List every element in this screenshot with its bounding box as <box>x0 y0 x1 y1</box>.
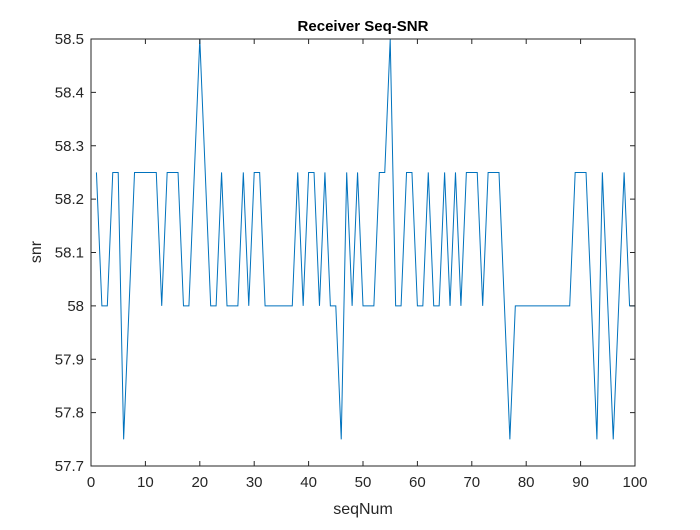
tick-layer: 0 10 20 30 40 50 60 70 80 90 100 57.7 57.8 57.9 58 58.1… <box>55 31 648 491</box>
y-tick-label: 58 <box>67 298 84 315</box>
y-tick-label: 58.1 <box>55 245 84 262</box>
y-axis-title: snr <box>28 240 45 263</box>
y-tick-label: 57.9 <box>55 351 84 368</box>
x-tick-label: 30 <box>246 474 263 491</box>
series-layer <box>95 38 635 440</box>
y-tick-label: 57.8 <box>55 405 84 422</box>
y-tick-label: 58.2 <box>55 191 84 208</box>
y-tick-label: 58.3 <box>55 138 84 155</box>
x-tick-label: 40 <box>300 474 317 491</box>
x-tick-label: 80 <box>518 474 535 491</box>
y-tick-label: 58.5 <box>55 31 84 48</box>
x-tick-label: 60 <box>409 474 426 491</box>
x-tick-label: 90 <box>572 474 589 491</box>
y-tick-label: 57.7 <box>55 458 84 475</box>
series-line-0 <box>95 38 635 440</box>
chart-title: Receiver Seq-SNR <box>298 18 429 35</box>
x-tick-label: 70 <box>463 474 480 491</box>
x-tick-label: 20 <box>191 474 208 491</box>
plot-frame <box>90 38 636 467</box>
x-tick-label: 0 <box>87 474 95 491</box>
x-tick-label: 10 <box>137 474 154 491</box>
y-tick-label: 58.4 <box>55 84 84 101</box>
plot-area <box>91 39 635 466</box>
x-axis-title: seqNum <box>333 501 393 518</box>
x-tick-label: 50 <box>355 474 372 491</box>
x-tick-label: 100 <box>622 474 647 491</box>
